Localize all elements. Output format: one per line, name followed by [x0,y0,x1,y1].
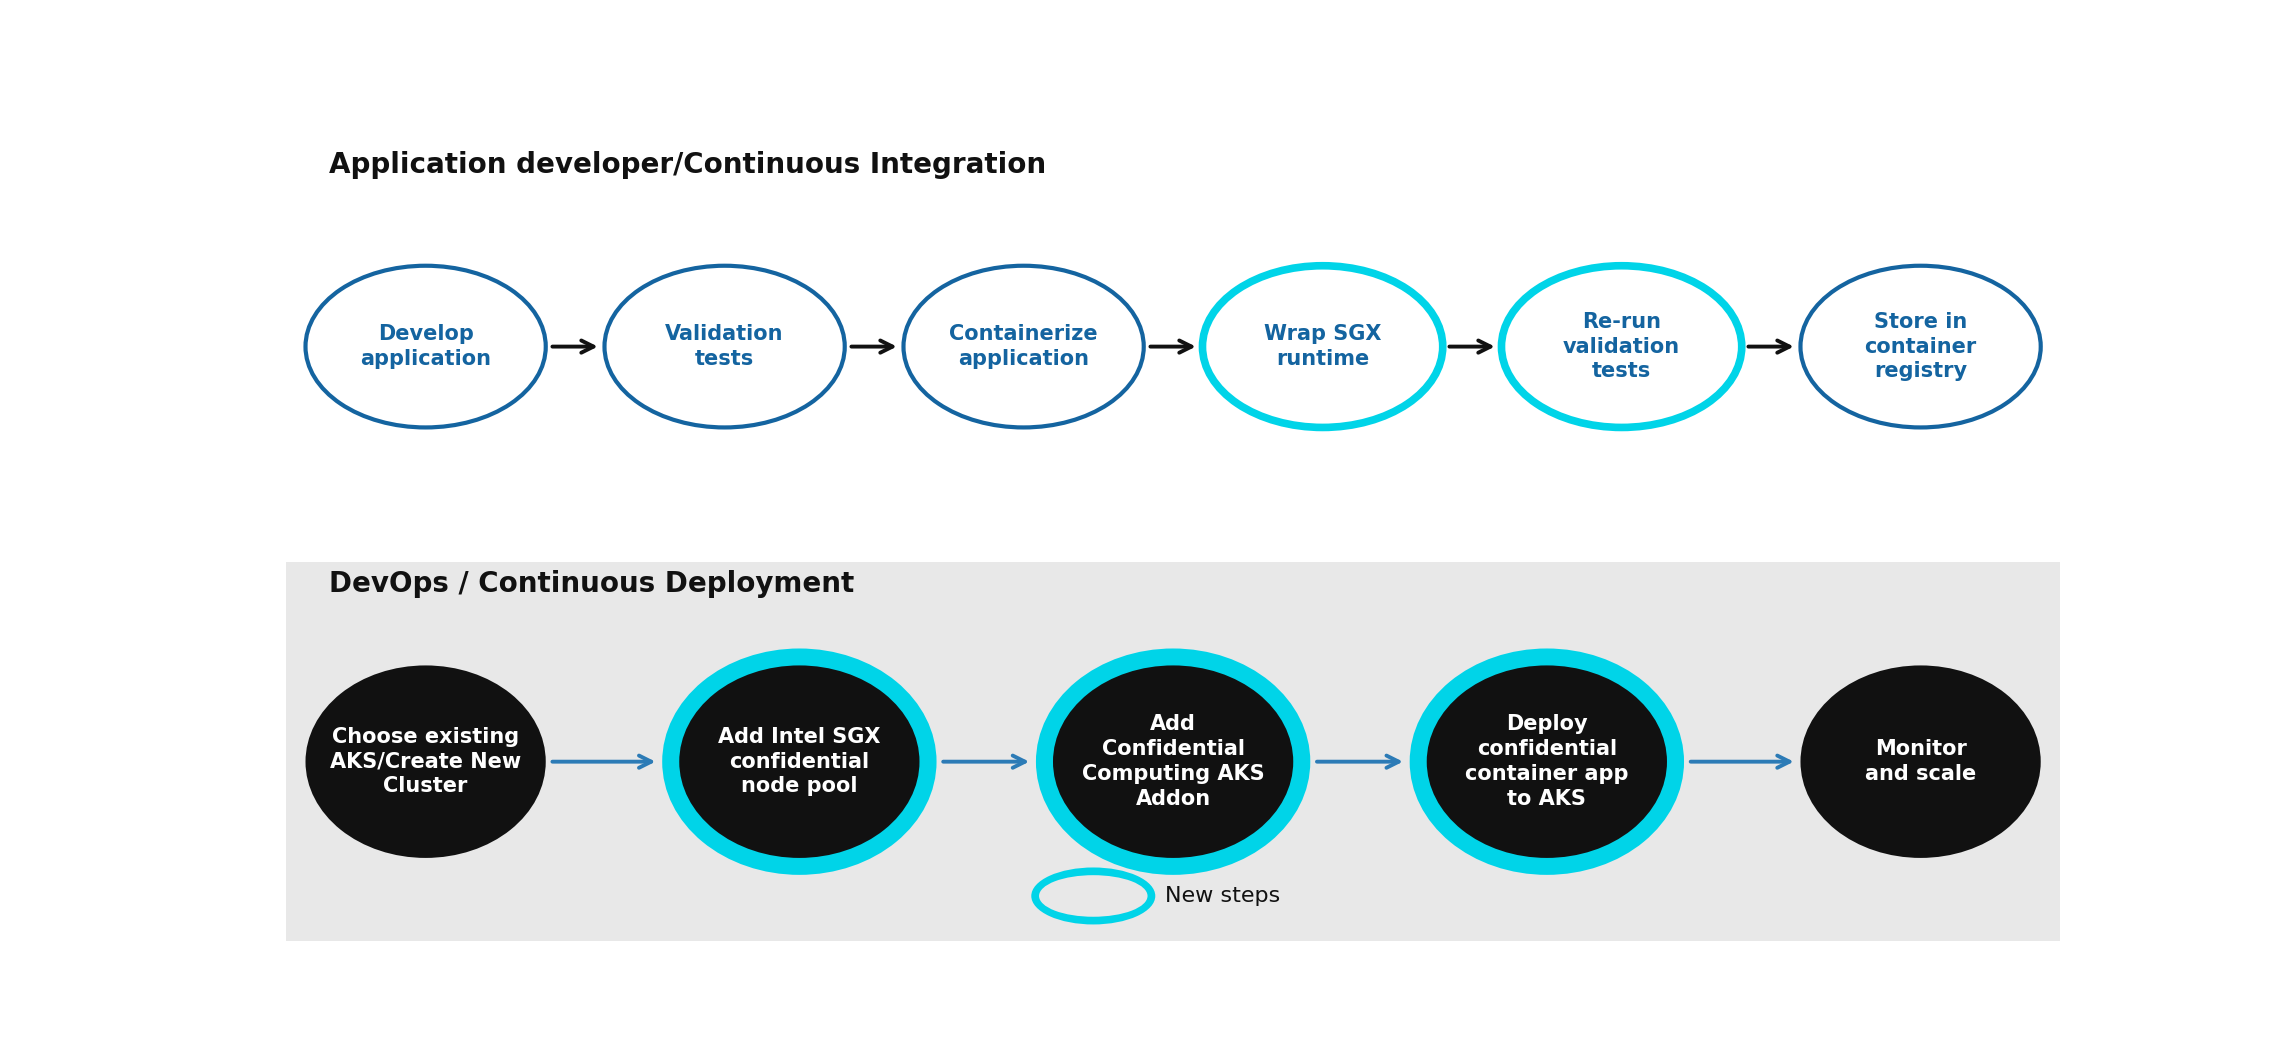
Ellipse shape [1801,666,2042,858]
Ellipse shape [662,649,936,875]
Ellipse shape [1039,875,1147,916]
Text: Validation
tests: Validation tests [666,324,783,369]
Text: Develop
application: Develop application [359,324,492,369]
Text: Re-run
validation
tests: Re-run validation tests [1563,312,1680,382]
Ellipse shape [1202,265,1442,427]
Text: Deploy
confidential
container app
to AKS: Deploy confidential container app to AKS [1465,715,1627,809]
Ellipse shape [1426,666,1666,858]
Ellipse shape [304,666,545,858]
Ellipse shape [1502,265,1742,427]
Text: DevOps / Continuous Deployment: DevOps / Continuous Deployment [330,571,854,598]
Ellipse shape [904,265,1144,427]
Text: Add
Confidential
Computing AKS
Addon: Add Confidential Computing AKS Addon [1083,715,1264,809]
Text: Wrap SGX
runtime: Wrap SGX runtime [1264,324,1380,369]
Ellipse shape [604,265,845,427]
Bar [286,562,2060,941]
Bar [286,127,2060,562]
Text: Application developer/Continuous Integration: Application developer/Continuous Integra… [330,151,1046,180]
Text: New steps: New steps [1165,886,1280,906]
Ellipse shape [304,265,545,427]
Ellipse shape [1801,265,2042,427]
Text: Add Intel SGX
confidential
node pool: Add Intel SGX confidential node pool [719,727,881,797]
Text: Choose existing
AKS/Create New
Cluster: Choose existing AKS/Create New Cluster [330,727,522,797]
Ellipse shape [680,666,920,858]
Ellipse shape [1037,649,1309,875]
Text: Store in
container
registry: Store in container registry [1866,312,1978,382]
Ellipse shape [1032,868,1156,925]
Text: Monitor
and scale: Monitor and scale [1866,739,1975,784]
Text: Containerize
application: Containerize application [950,324,1099,369]
Ellipse shape [1410,649,1685,875]
Ellipse shape [1053,666,1293,858]
